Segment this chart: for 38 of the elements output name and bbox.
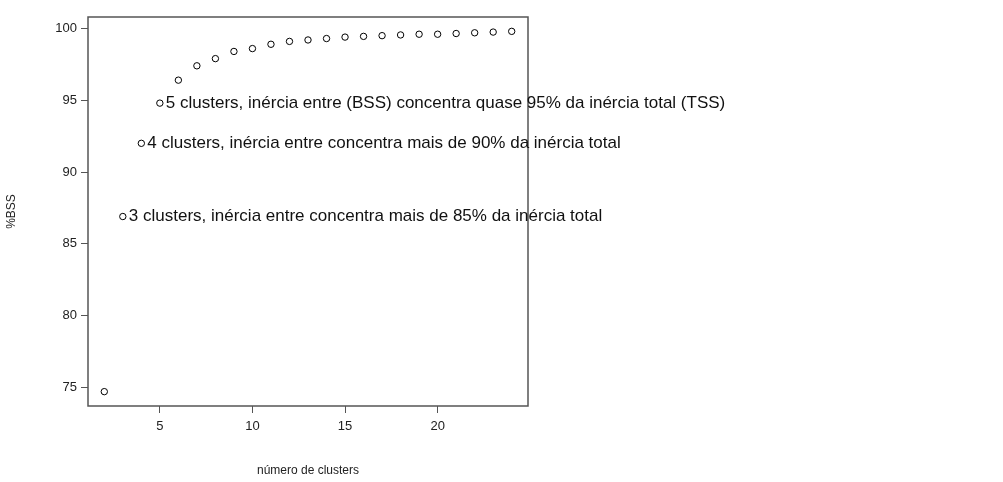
point xyxy=(100,387,108,396)
point xyxy=(267,40,275,48)
annotation: 3 clusters, inércia entre concentra mais de 85% da inércia total xyxy=(128,206,603,226)
point xyxy=(508,27,516,36)
y-tick-label: 100 xyxy=(55,20,77,36)
point xyxy=(230,47,238,56)
point xyxy=(341,33,349,41)
x-tick-label: 15 xyxy=(337,418,353,434)
point xyxy=(211,54,220,63)
point xyxy=(378,31,386,40)
point xyxy=(415,30,423,38)
y-tick-label: 90 xyxy=(62,163,77,179)
y-tick-label: 75 xyxy=(62,378,77,394)
y-tick-label: 80 xyxy=(62,307,77,323)
point xyxy=(285,37,294,46)
y-axis-title: %BSS xyxy=(3,194,18,229)
point xyxy=(174,76,183,84)
point xyxy=(193,62,201,70)
annotation: 5 clusters, inércia entre (BSS) concentra quase 95% da inércia total (TSS) xyxy=(165,92,726,112)
x-tick-label: 10 xyxy=(245,418,260,434)
point xyxy=(470,29,479,37)
annotation: 4 clusters, inércia entre concentra mais de 90% da inércia total xyxy=(147,133,621,152)
point xyxy=(359,32,368,41)
x-tick-label: 5 xyxy=(156,418,164,434)
point xyxy=(322,34,331,43)
point xyxy=(433,30,442,38)
y-tick-label: 95 xyxy=(62,91,77,107)
point xyxy=(452,29,460,38)
point xyxy=(304,36,312,44)
point xyxy=(489,28,497,36)
x-tick-label: 20 xyxy=(430,418,445,434)
x-axis-title: número de clusters xyxy=(256,463,360,478)
point xyxy=(137,139,146,148)
point xyxy=(248,44,257,53)
y-tick-label: 85 xyxy=(62,235,77,251)
point xyxy=(396,31,405,39)
point xyxy=(119,212,127,221)
point xyxy=(156,99,164,107)
